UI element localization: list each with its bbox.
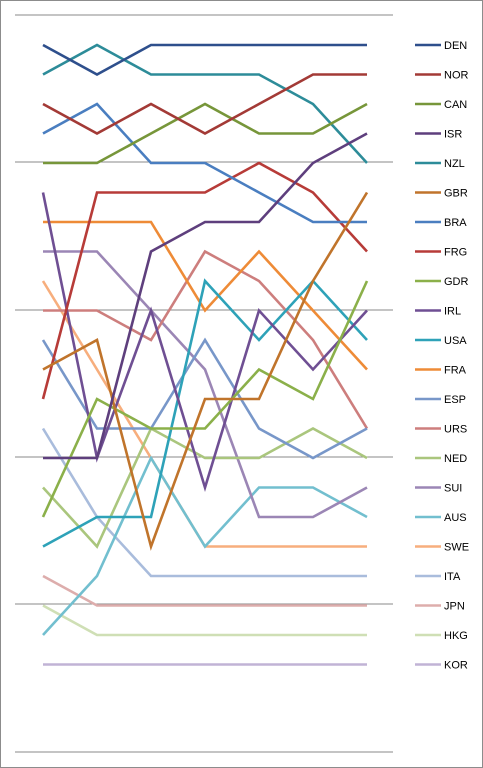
legend: DEN NOR CAN ISR NZL GBR BRA FRG GDR IRL USA FRA ESP U… <box>415 40 469 672</box>
series-line-den <box>42 43 367 76</box>
series-line-sui <box>43 250 368 519</box>
legend-label-urs: URS <box>444 424 467 436</box>
series-line-esp <box>41 337 368 460</box>
series-lines <box>41 43 369 666</box>
legend-label-aus: AUS <box>444 512 467 524</box>
series-line-fra <box>43 220 368 371</box>
legend-label-irl: IRL <box>444 306 461 318</box>
legend-label-swe: SWE <box>444 542 469 554</box>
legend-label-esp: ESP <box>444 394 466 406</box>
legend-label-den: DEN <box>444 40 467 52</box>
gridlines <box>15 14 393 753</box>
legend-label-gbr: GBR <box>444 188 468 200</box>
legend-label-kor: KOR <box>444 660 468 672</box>
series-line-ned <box>42 426 368 549</box>
series-line-aus <box>42 455 368 636</box>
legend-label-nor: NOR <box>444 70 469 82</box>
series-line-nzl <box>42 43 368 164</box>
legend-label-bra: BRA <box>444 217 467 229</box>
series-line-gdr <box>41 280 369 518</box>
legend-label-usa: USA <box>444 335 467 347</box>
legend-label-jpn: JPN <box>444 601 465 613</box>
legend-label-nzl: NZL <box>444 158 465 170</box>
legend-label-ned: NED <box>444 453 467 465</box>
legend-label-gdr: GDR <box>444 276 469 288</box>
series-line-frg <box>41 161 368 400</box>
series-line-jpn <box>42 574 367 607</box>
legend-label-frg: FRG <box>444 247 467 259</box>
series-line-nor <box>42 73 367 135</box>
legend-label-fra: FRA <box>444 365 467 377</box>
series-line-ita <box>41 427 367 578</box>
legend-label-can: CAN <box>444 99 467 111</box>
series-line-isr <box>43 132 368 460</box>
series-line-hkg <box>42 604 367 637</box>
series-line-bra <box>42 102 367 224</box>
legend-label-ita: ITA <box>444 571 461 583</box>
series-line-urs <box>43 249 369 430</box>
series-line-gbr <box>42 191 369 551</box>
legend-label-hkg: HKG <box>444 630 468 642</box>
legend-label-sui: SUI <box>444 483 462 495</box>
legend-label-isr: ISR <box>444 129 462 141</box>
series-line-can <box>43 102 368 165</box>
